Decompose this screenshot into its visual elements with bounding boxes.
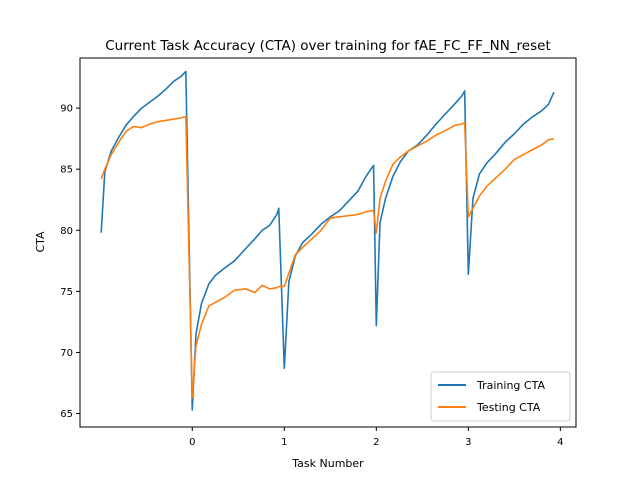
x-axis-label: Task Number (291, 457, 364, 470)
x-tick-label: 1 (281, 437, 287, 448)
y-tick-label: 65 (60, 409, 73, 420)
x-axis-ticks: 0 1 2 3 4 (189, 427, 564, 448)
chart-title: Current Task Accuracy (CTA) over trainin… (105, 38, 551, 54)
x-tick-label: 3 (465, 437, 471, 448)
series-line-testing (100, 115, 555, 399)
legend: Training CTA Testing CTA (430, 371, 571, 422)
y-tick-label: 85 (60, 165, 73, 176)
x-tick-label: 4 (557, 437, 563, 448)
x-tick-label: 0 (189, 437, 195, 448)
y-tick-label: 90 (60, 104, 73, 115)
legend-label-training: Training CTA (476, 379, 545, 392)
y-tick-label: 70 (60, 348, 73, 359)
series-line-training (100, 70, 555, 411)
y-axis-ticks: 65 70 75 80 85 90 (60, 104, 80, 420)
y-tick-label: 75 (60, 287, 73, 298)
legend-label-testing: Testing CTA (476, 401, 541, 414)
plot-area (80, 58, 576, 427)
y-axis-label: CTA (34, 231, 47, 253)
series-layer (100, 70, 555, 411)
x-tick-label: 2 (373, 437, 379, 448)
plot-frame (79, 57, 577, 428)
y-tick-label: 80 (60, 226, 73, 237)
